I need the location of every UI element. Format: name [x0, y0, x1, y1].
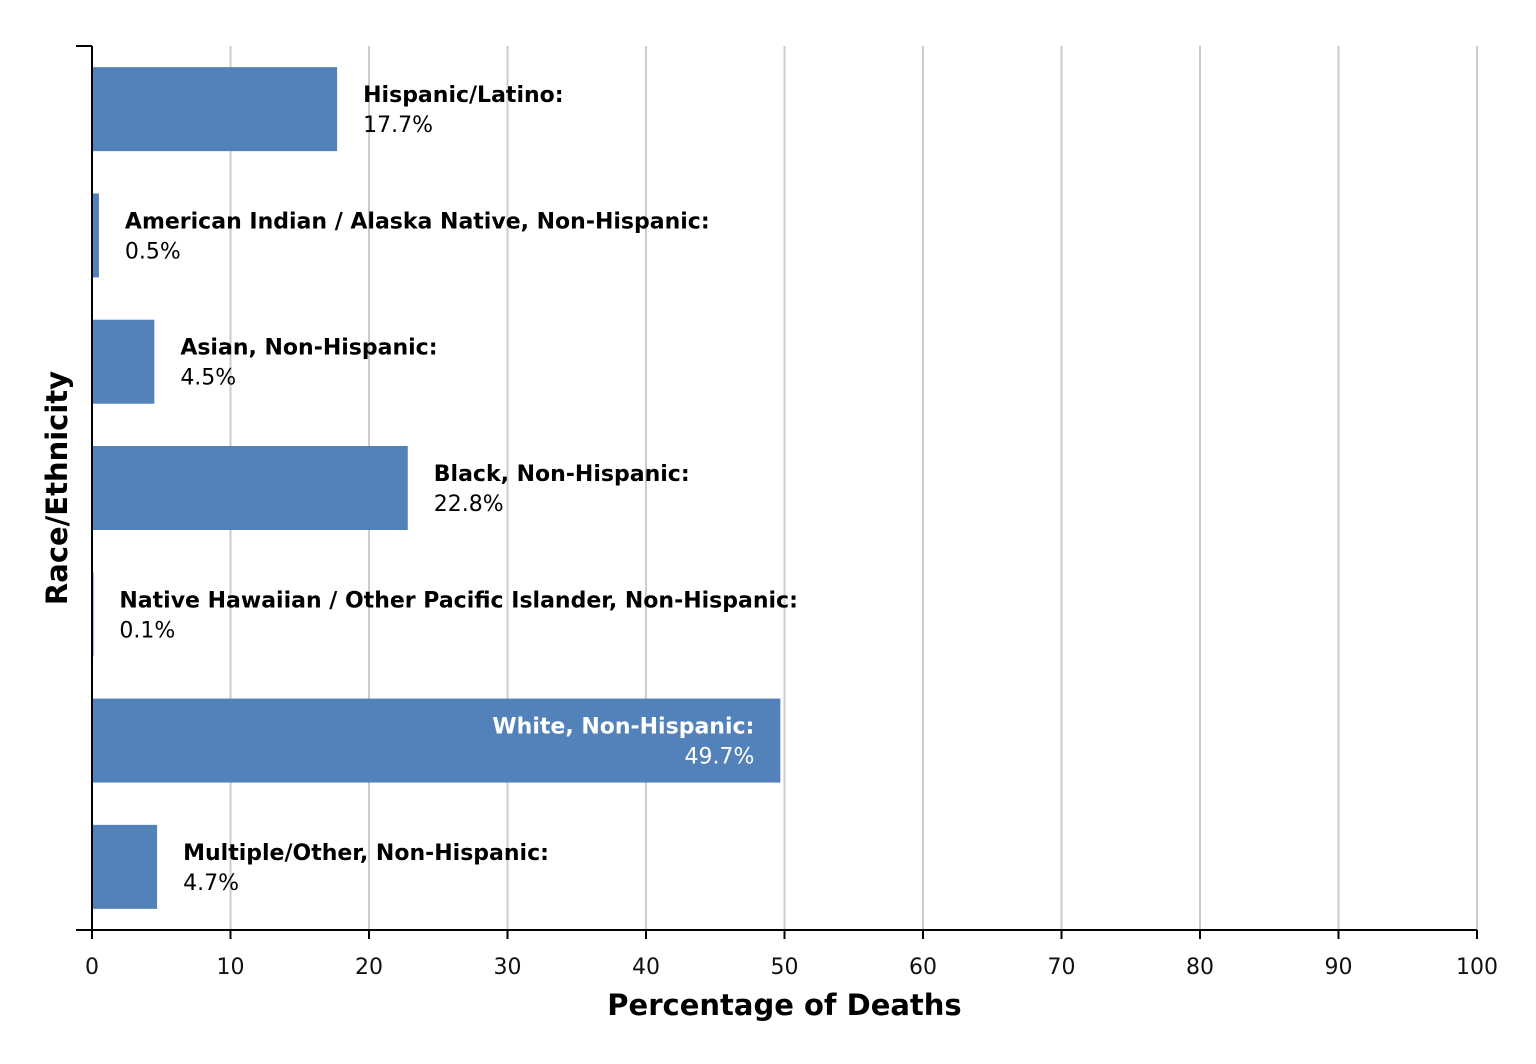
x-tick-label: 80 — [1186, 955, 1214, 980]
bar — [92, 698, 781, 783]
bar-value-label: 0.5% — [125, 239, 181, 264]
bar-value-label: 17.7% — [363, 113, 433, 138]
x-tick-label: 30 — [494, 955, 522, 980]
x-tick-label: 60 — [909, 955, 937, 980]
bar-category-label: Hispanic/Latino: — [363, 83, 563, 108]
grid-lines — [229, 46, 1478, 930]
x-tick-label: 70 — [1048, 955, 1076, 980]
bar-value-label: 0.1% — [119, 618, 175, 643]
bar — [92, 67, 338, 152]
bar-category-label: White, Non-Hispanic: — [492, 715, 754, 740]
x-tick-label: 20 — [355, 955, 383, 980]
x-tick-label: 40 — [632, 955, 660, 980]
bar-value-label: 4.5% — [180, 366, 236, 391]
bar-category-label: Native Hawaiian / Other Pacific Islander… — [119, 588, 798, 613]
bar — [92, 824, 158, 909]
x-tick-label: 50 — [771, 955, 799, 980]
x-tick-label: 100 — [1456, 955, 1498, 980]
bar-category-label: Multiple/Other, Non-Hispanic: — [183, 841, 549, 866]
y-axis-title: Race/Ethnicity — [40, 371, 74, 605]
bar-category-label: American Indian / Alaska Native, Non-His… — [125, 209, 710, 234]
x-tick-label: 10 — [217, 955, 245, 980]
bar-category-label: Black, Non-Hispanic: — [434, 462, 690, 487]
bar-category-label: Asian, Non-Hispanic: — [180, 336, 437, 361]
bar-value-label: 4.7% — [183, 871, 239, 896]
bars-group — [92, 67, 781, 909]
bar — [92, 319, 155, 404]
x-axis-title: Percentage of Deaths — [607, 988, 961, 1022]
bar-value-label: 49.7% — [684, 745, 754, 770]
bar-labels: Hispanic/Latino: 17.7% American Indian / A… — [119, 83, 798, 896]
bar — [92, 193, 99, 278]
x-tick-label: 0 — [85, 955, 99, 980]
x-tick-label: 90 — [1325, 955, 1353, 980]
bar — [92, 446, 408, 530]
x-ticks: 0 10 20 30 40 50 60 70 80 90 100 — [76, 45, 1498, 980]
bar-value-label: 22.8% — [434, 492, 504, 517]
